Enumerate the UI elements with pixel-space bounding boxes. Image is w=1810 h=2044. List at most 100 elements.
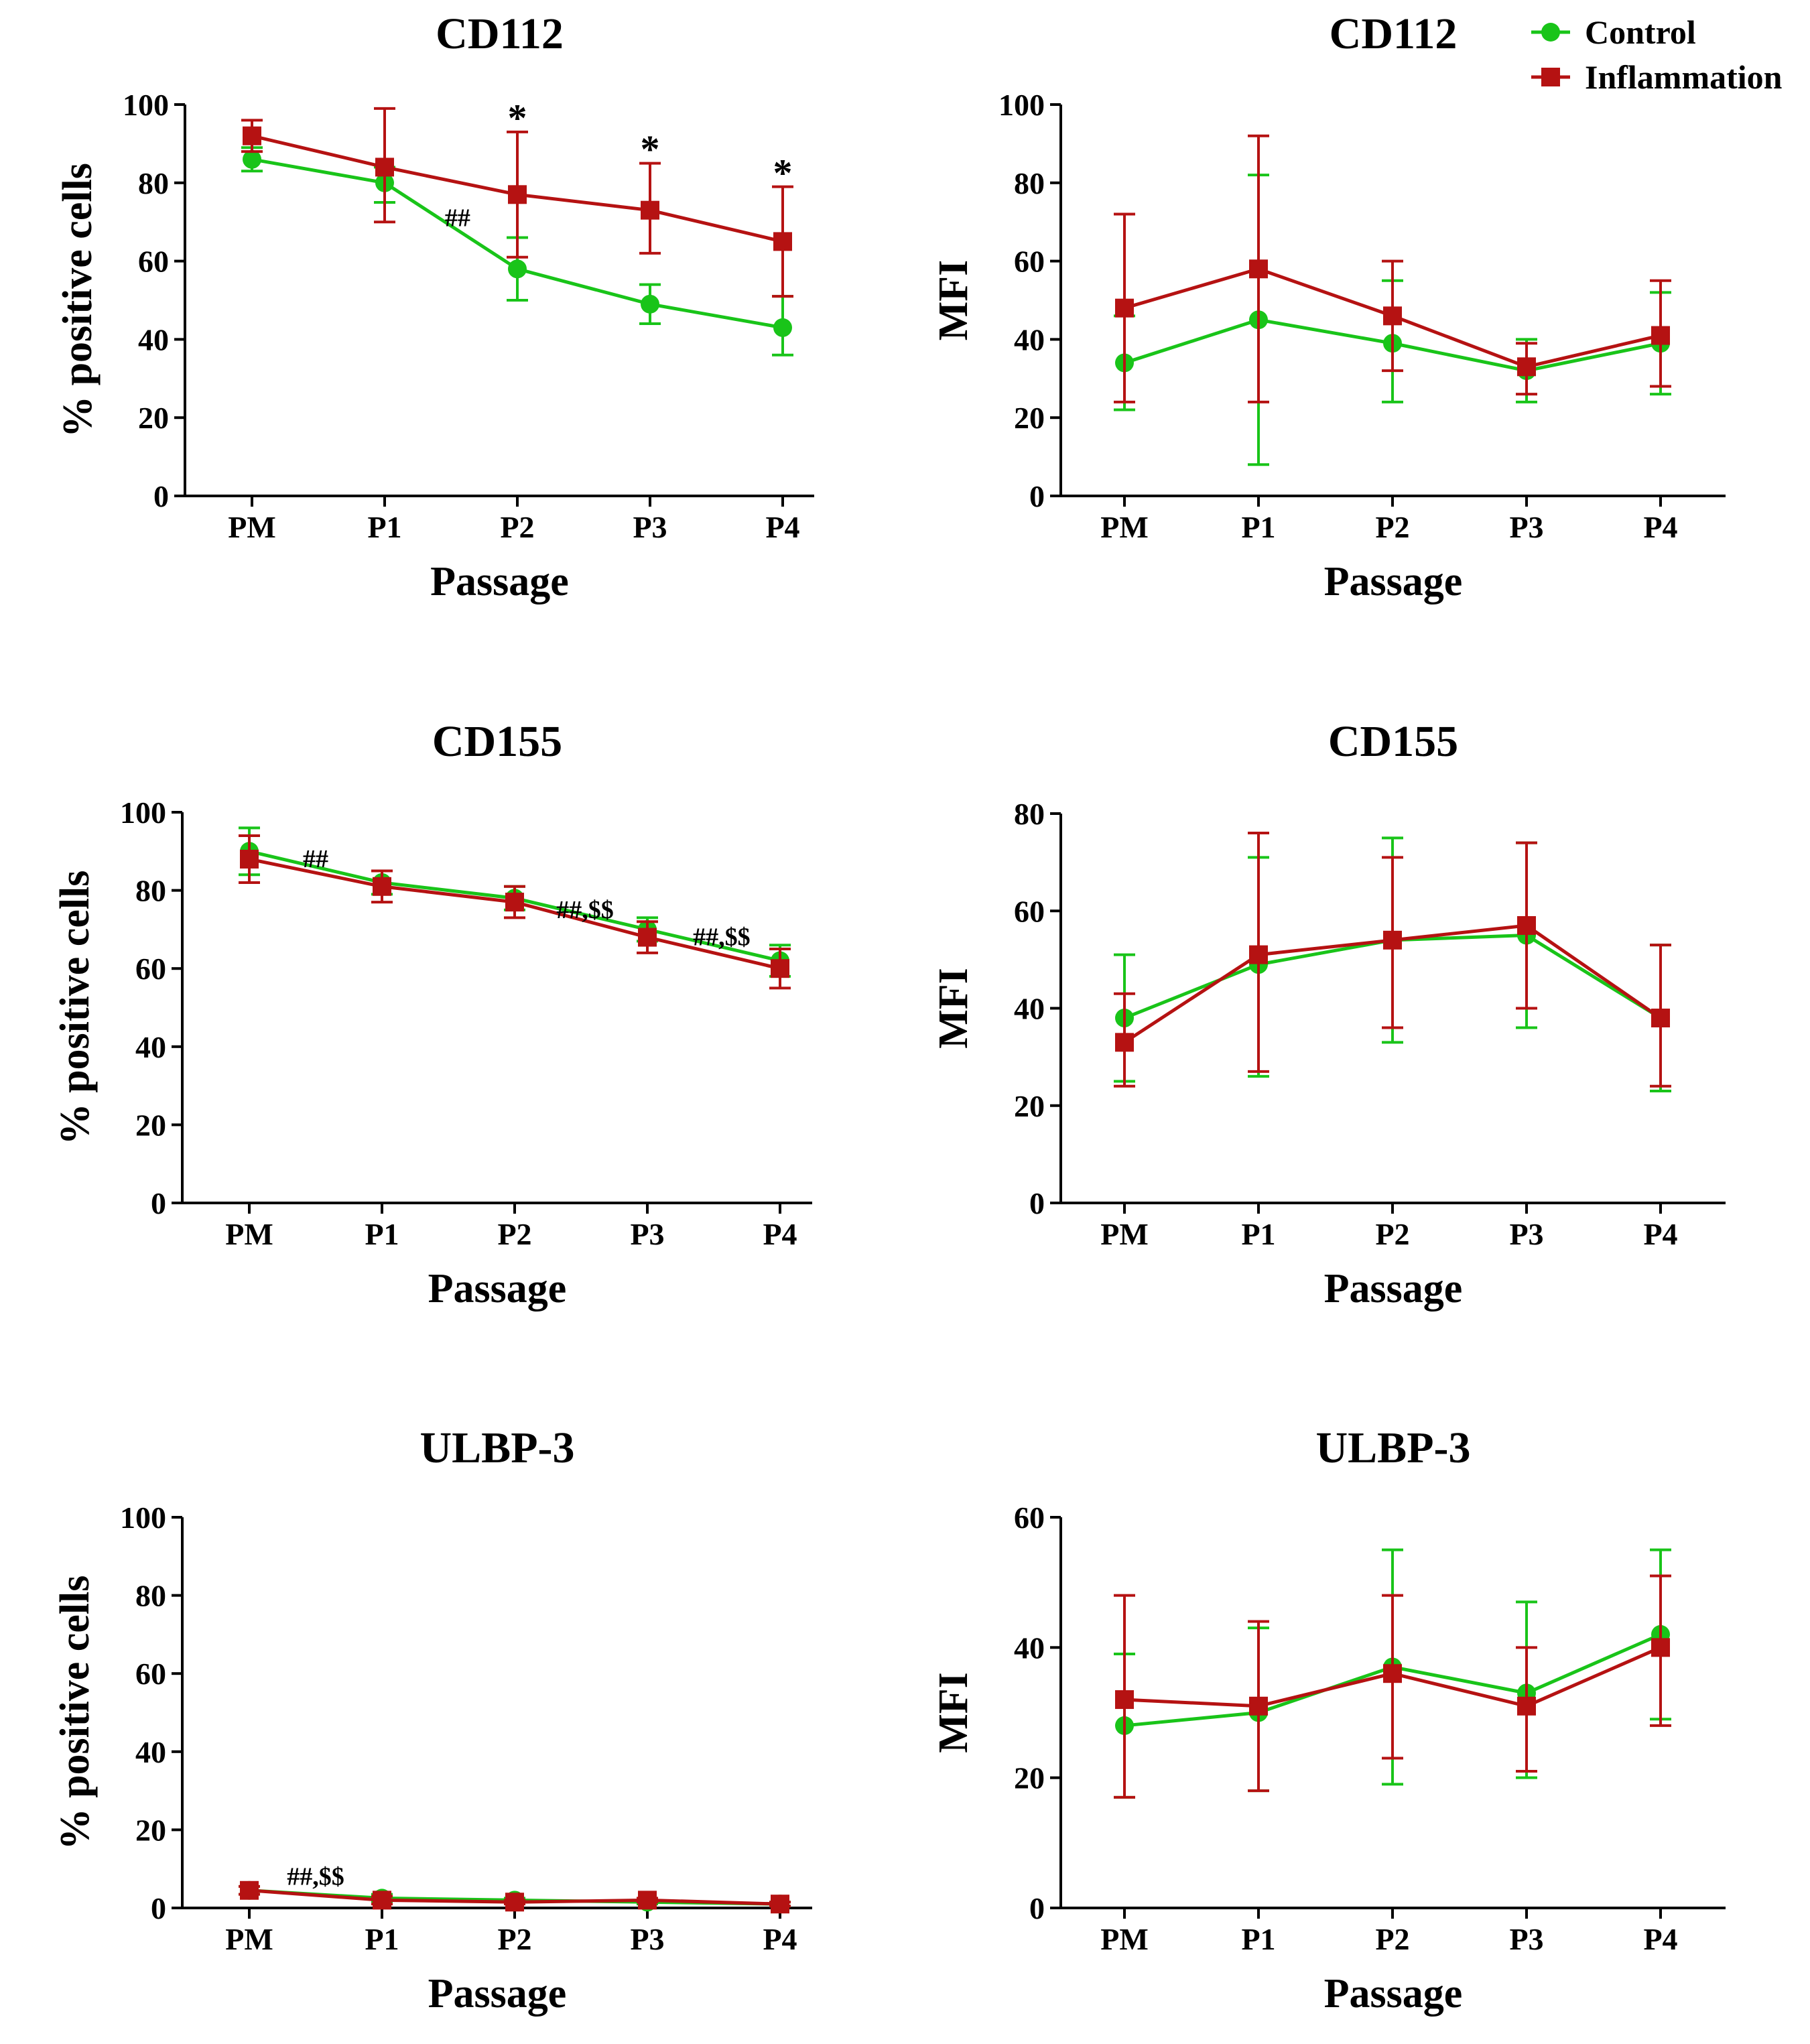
x-tick-label-p4: P4 <box>763 1922 797 1956</box>
y-tick-label: 100 <box>998 88 1045 122</box>
significance-annotation: * <box>641 127 660 171</box>
legend-entry-control: Control <box>1531 13 1696 51</box>
y-tick-label: 100 <box>120 1500 166 1535</box>
y-tick-label: 40 <box>138 322 169 357</box>
series-inflammation <box>241 107 793 298</box>
y-tick-label: 20 <box>1014 1089 1045 1123</box>
chart-title: ULBP-3 <box>420 1423 575 1472</box>
series-inflammation <box>1114 832 1671 1088</box>
y-tick-label: 20 <box>1014 401 1045 435</box>
y-tick-label: 0 <box>151 1891 166 1925</box>
x-axis-label: Passage <box>428 1266 567 1312</box>
data-point-inflammation <box>1517 916 1536 936</box>
significance-annotation: ##,$$ <box>693 923 751 952</box>
data-point-inflammation <box>1651 326 1670 345</box>
data-point-inflammation <box>1249 259 1268 279</box>
x-tick-label-p1: P1 <box>1241 1922 1275 1956</box>
legend-entry-inflammation: Inflammation <box>1531 58 1783 96</box>
series-inflammation <box>1114 1574 1671 1799</box>
y-tick-label: 60 <box>1014 245 1045 279</box>
data-point-inflammation <box>641 200 659 220</box>
y-tick-label: 20 <box>135 1813 166 1847</box>
x-tick-label-p2: P2 <box>497 1922 531 1956</box>
x-tick-label-pm: PM <box>1100 510 1149 544</box>
x-tick-label-p2: P2 <box>497 1217 531 1251</box>
data-point-inflammation <box>375 157 394 177</box>
y-tick-label: 60 <box>1014 1500 1045 1535</box>
series-inflammation <box>239 834 791 990</box>
data-point-inflammation <box>638 928 657 947</box>
data-point-inflammation <box>505 1893 524 1912</box>
x-tick-label-p3: P3 <box>1509 1217 1543 1251</box>
significance-annotation: ##,$$ <box>556 896 614 924</box>
y-tick-label: 80 <box>135 874 166 908</box>
x-tick-label-pm: PM <box>225 1922 273 1956</box>
x-tick-label-p4: P4 <box>1643 510 1677 544</box>
data-point-inflammation <box>1115 1033 1134 1052</box>
x-axis-label: Passage <box>1324 559 1463 604</box>
significance-annotation: ##,$$ <box>287 1862 344 1891</box>
data-point-inflammation <box>373 877 391 896</box>
chart-panel-5: ULBP-3 0 20 40 60 80 100 PM P1 P2 P3 P4 Passage % pos… <box>52 1423 812 2017</box>
chart-title: CD112 <box>436 9 564 58</box>
legend-control-marker <box>1541 23 1560 42</box>
y-tick-label: 80 <box>1014 166 1045 200</box>
y-tick-label: 60 <box>1014 894 1045 928</box>
x-tick-label-pm: PM <box>225 1217 273 1251</box>
x-tick-label-p3: P3 <box>633 510 667 544</box>
y-tick-label: 40 <box>1014 322 1045 357</box>
y-tick-label: 100 <box>123 88 169 122</box>
y-tick-label: 80 <box>138 166 169 200</box>
data-point-inflammation <box>373 1891 391 1910</box>
chart-title: CD112 <box>1330 9 1458 58</box>
data-point-inflammation <box>1383 1664 1402 1683</box>
x-tick-label-pm: PM <box>1100 1217 1149 1251</box>
y-tick-label: 100 <box>120 795 166 830</box>
x-tick-label-p3: P3 <box>630 1922 664 1956</box>
significance-annotation: ## <box>303 845 328 873</box>
x-tick-label-p1: P1 <box>367 510 401 544</box>
x-tick-label-p2: P2 <box>1375 1217 1409 1251</box>
chart-title: CD155 <box>1328 717 1458 766</box>
x-axis-label: Passage <box>1324 1266 1463 1312</box>
data-point-inflammation <box>508 185 527 204</box>
y-tick-label: 40 <box>1014 1631 1045 1665</box>
legend-inflammation-label: Inflammation <box>1585 58 1783 96</box>
significance-annotation: * <box>508 97 527 140</box>
series-control <box>241 146 793 357</box>
y-tick-label: 60 <box>135 1657 166 1691</box>
chart-title: CD155 <box>432 717 562 766</box>
data-point-inflammation <box>1249 945 1268 964</box>
x-axis-label: Passage <box>1324 1971 1463 2017</box>
data-point-control <box>641 294 659 314</box>
data-point-inflammation <box>240 1880 259 1900</box>
x-axis-label: Passage <box>430 559 569 604</box>
x-tick-label-p2: P2 <box>500 510 534 544</box>
y-tick-label: 80 <box>1014 797 1045 831</box>
y-tick-label: 20 <box>1014 1761 1045 1795</box>
y-tick-label: 0 <box>1029 1891 1045 1925</box>
data-point-inflammation <box>505 893 524 912</box>
chart-panel-1: CD112 0 20 40 60 80 100 PM P1 P2 P3 P4 Passage % posi… <box>55 9 814 604</box>
data-point-inflammation <box>771 1895 789 1914</box>
x-tick-label-p1: P1 <box>1241 510 1275 544</box>
y-axis-label: MFI <box>931 968 976 1049</box>
y-tick-label: 40 <box>1014 992 1045 1026</box>
data-point-control <box>773 318 792 337</box>
significance-annotation: * <box>773 151 793 194</box>
legend: Control Inflammation <box>1531 13 1783 96</box>
x-tick-label-p4: P4 <box>1643 1217 1677 1251</box>
y-tick-label: 40 <box>135 1030 166 1064</box>
y-tick-label: 0 <box>151 1186 166 1220</box>
data-point-inflammation <box>1651 1638 1670 1657</box>
y-tick-label: 40 <box>135 1735 166 1769</box>
x-tick-label-p2: P2 <box>1375 510 1409 544</box>
data-point-inflammation <box>773 232 792 251</box>
data-point-inflammation <box>1383 930 1402 950</box>
data-point-inflammation <box>1383 306 1402 326</box>
series-inflammation <box>239 1880 791 1914</box>
data-point-control <box>508 259 527 279</box>
chart-panel-2: CD112 0 20 40 60 80 100 PM P1 P2 P3 P4 Passage MFI <box>931 9 1726 604</box>
y-tick-label: 0 <box>1029 479 1045 513</box>
